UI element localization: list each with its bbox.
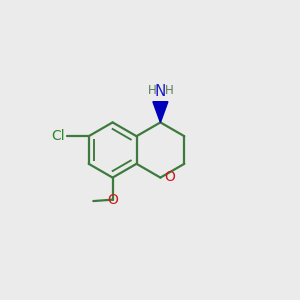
Text: O: O [107, 193, 118, 207]
Text: H: H [148, 85, 156, 98]
Text: Cl: Cl [51, 129, 65, 143]
Text: N: N [155, 84, 166, 99]
Text: H: H [164, 85, 173, 98]
Polygon shape [153, 102, 168, 122]
Text: O: O [164, 170, 175, 184]
